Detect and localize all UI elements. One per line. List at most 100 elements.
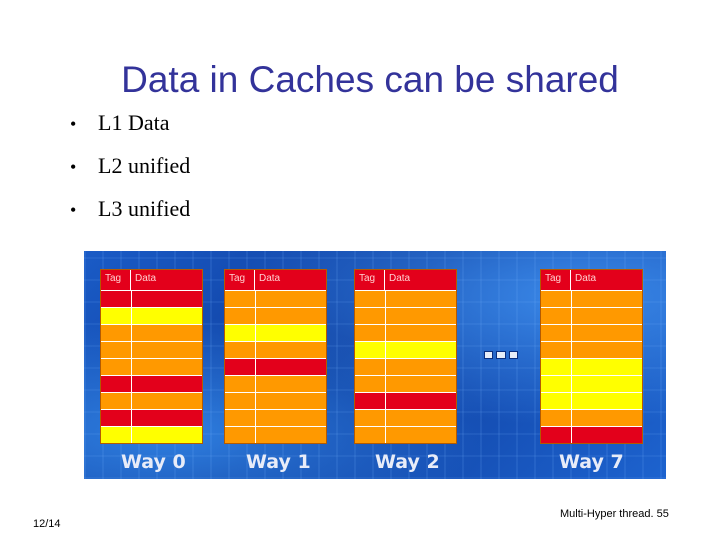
tag-cell: [101, 359, 132, 375]
cache-line: [355, 392, 456, 409]
cache-line: [101, 409, 202, 426]
tag-cell: [541, 410, 572, 426]
bullet-list: • L1 Data • L2 unified • L3 unified: [70, 108, 190, 237]
cache-line: [101, 341, 202, 358]
cache-line: [225, 392, 326, 409]
cache-line: [541, 341, 642, 358]
data-cell: [256, 427, 326, 443]
data-column-header: Data: [135, 273, 157, 284]
tag-cell: [355, 359, 386, 375]
tag-cell: [355, 291, 386, 307]
cache-line: [541, 324, 642, 341]
data-cell: [132, 393, 202, 409]
cache-line: [225, 341, 326, 358]
data-cell: [386, 308, 456, 324]
tag-cell: [101, 325, 132, 341]
way-label: Way 1: [246, 451, 311, 473]
tag-cell: [541, 308, 572, 324]
tag-cell: [355, 325, 386, 341]
tag-cell: [225, 325, 256, 341]
cache-line: [225, 324, 326, 341]
tag-cell: [101, 342, 132, 358]
tag-cell: [101, 427, 132, 443]
data-cell: [386, 393, 456, 409]
ellipsis-dash: [508, 351, 518, 359]
data-cell: [386, 376, 456, 392]
tag-cell: [355, 393, 386, 409]
cache-line: [355, 375, 456, 392]
data-cell: [572, 325, 642, 341]
data-cell: [572, 291, 642, 307]
data-column-header: Data: [389, 273, 411, 284]
data-cell: [386, 427, 456, 443]
cache-line: [355, 341, 456, 358]
data-cell: [386, 410, 456, 426]
data-cell: [572, 410, 642, 426]
data-cell: [256, 359, 326, 375]
bullet-glyph: •: [70, 114, 77, 134]
tag-cell: [101, 410, 132, 426]
way-header: Tag Data: [101, 270, 202, 290]
ellipsis-marker: [484, 349, 518, 359]
way-header: Tag Data: [225, 270, 326, 290]
data-cell: [132, 308, 202, 324]
cache-line: [541, 290, 642, 307]
cache-way-2: Tag Data: [354, 269, 457, 444]
tag-cell: [225, 342, 256, 358]
cache-ways-diagram: Tag Data Tag Data Tag Data Tag Data Way 0 Wa…: [84, 251, 666, 479]
cache-line: [541, 358, 642, 375]
data-cell: [132, 376, 202, 392]
cache-line: [101, 358, 202, 375]
data-cell: [256, 410, 326, 426]
data-cell: [572, 308, 642, 324]
way-header: Tag Data: [541, 270, 642, 290]
way-header: Tag Data: [355, 270, 456, 290]
slide-date: 12/14: [33, 518, 61, 530]
tag-cell: [225, 410, 256, 426]
cache-line: [225, 307, 326, 324]
cache-line: [101, 324, 202, 341]
bullet-text: L1 Data: [98, 110, 170, 135]
tag-cell: [355, 376, 386, 392]
tag-cell: [541, 342, 572, 358]
bullet-text: L2 unified: [98, 153, 191, 178]
cache-line: [101, 426, 202, 443]
way-label: Way 0: [121, 451, 186, 473]
slide-title: Data in Caches can be shared: [121, 59, 619, 100]
cache-line: [355, 307, 456, 324]
data-cell: [386, 359, 456, 375]
cache-way-7: Tag Data: [540, 269, 643, 444]
tag-cell: [541, 427, 572, 443]
bullet-glyph: •: [70, 157, 77, 177]
data-cell: [132, 291, 202, 307]
tag-cell: [541, 376, 572, 392]
cache-line: [355, 358, 456, 375]
data-cell: [256, 325, 326, 341]
bullet-text: L3 unified: [98, 196, 191, 221]
tag-cell: [355, 342, 386, 358]
cache-line: [541, 409, 642, 426]
cache-line: [101, 307, 202, 324]
data-cell: [256, 291, 326, 307]
cache-line: [225, 290, 326, 307]
tag-cell: [101, 291, 132, 307]
data-cell: [386, 342, 456, 358]
cache-line: [541, 375, 642, 392]
tag-cell: [225, 308, 256, 324]
tag-cell: [101, 393, 132, 409]
tag-cell: [355, 410, 386, 426]
data-column-header: Data: [259, 273, 281, 284]
data-cell: [572, 342, 642, 358]
way-label: Way 7: [559, 451, 624, 473]
cache-line: [355, 426, 456, 443]
tag-cell: [225, 393, 256, 409]
tag-cell: [541, 325, 572, 341]
cache-line: [541, 307, 642, 324]
tag-cell: [355, 308, 386, 324]
cache-line: [225, 409, 326, 426]
tag-cell: [101, 376, 132, 392]
tag-cell: [225, 427, 256, 443]
cache-way-1: Tag Data: [224, 269, 327, 444]
tag-cell: [225, 291, 256, 307]
cache-line: [101, 392, 202, 409]
